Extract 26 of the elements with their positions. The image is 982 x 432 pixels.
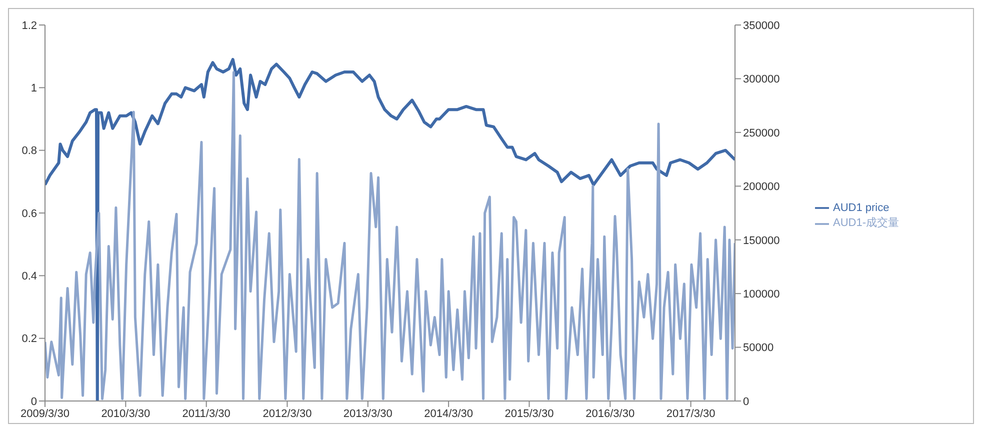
x-tick-label: 2011/3/30 (182, 408, 230, 420)
y2-tick-label: 150000 (743, 234, 780, 247)
legend-label: AUD1-成交量 (833, 217, 900, 230)
y2-tick-label: 50000 (743, 342, 774, 354)
x-tick-label: 2013/3/30 (343, 408, 392, 420)
y-tick-label: 0.8 (22, 145, 37, 158)
x-tick-label: 2016/3/30 (586, 408, 635, 420)
x-tick-label: 2015/3/30 (504, 408, 554, 420)
y2-tick-label: 0 (743, 396, 750, 408)
x-tick-label: 2009/3/30 (20, 408, 70, 420)
y-tick-label: 0.2 (22, 333, 37, 346)
x-tick-label: 2017/3/30 (666, 408, 716, 420)
y-tick-label: 0.4 (22, 270, 37, 283)
x-tick-label: 2012/3/30 (262, 408, 312, 420)
y2-tick-label: 350000 (743, 20, 780, 32)
legend-label: AUD1 price (833, 202, 890, 214)
x-tick-label: 2014/3/30 (424, 408, 474, 420)
y2-tick-label: 250000 (743, 127, 780, 140)
y2-tick-label: 100000 (743, 288, 780, 300)
y2-tick-label: 300000 (743, 74, 780, 86)
y2-tick-label: 200000 (743, 181, 780, 194)
y-tick-label: 1.2 (22, 20, 37, 32)
x-tick-label: 2010/3/30 (101, 408, 150, 420)
y-tick-label: 0.6 (22, 208, 37, 220)
y-tick-label: 0 (30, 396, 37, 408)
y-tick-label: 1 (30, 82, 37, 95)
